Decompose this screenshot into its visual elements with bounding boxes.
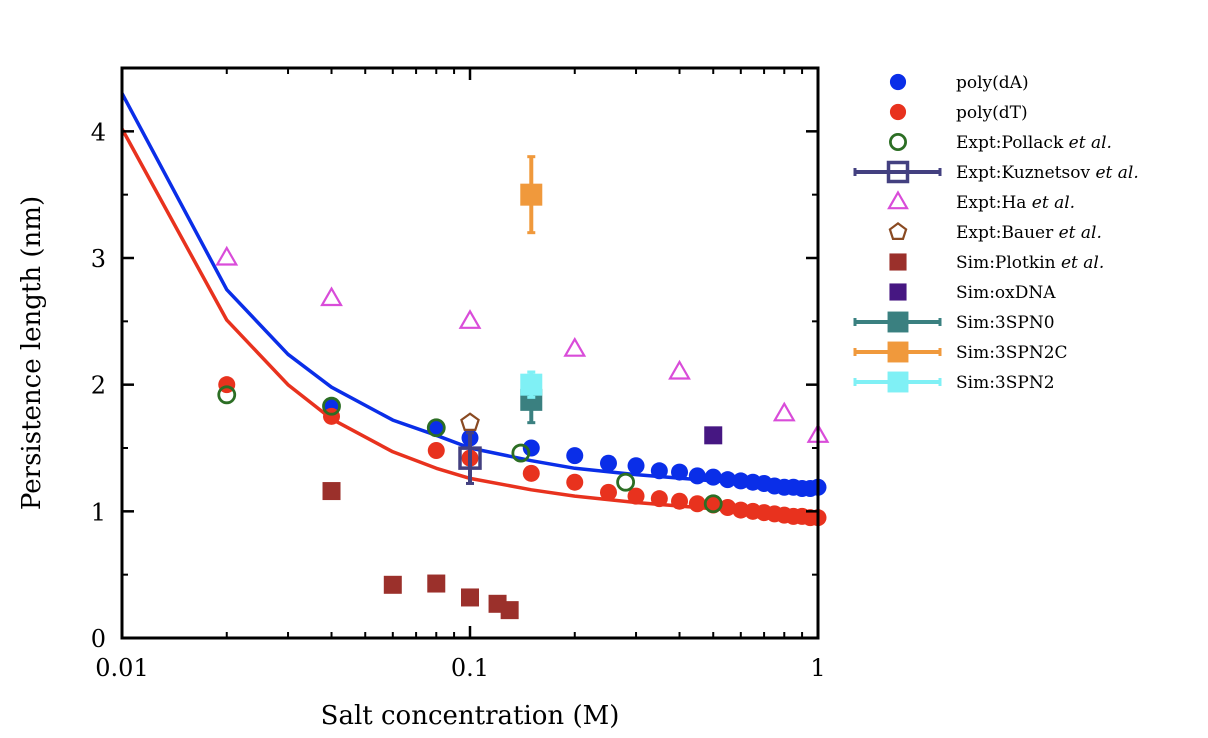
data-point-sim-plotkin	[383, 575, 402, 594]
data-point-expt-pollack	[703, 494, 723, 514]
data-point-expt-ha	[772, 401, 796, 422]
x-axis-label: Salt concentration (M)	[321, 701, 620, 731]
legend-item-sim-plotkin: Sim:Plotkin et al.	[889, 253, 1104, 273]
y-tick-label: 3	[91, 245, 106, 273]
series-sim-3spn2c	[520, 155, 543, 235]
data-point-poly-dt	[627, 487, 645, 505]
legend-marker-expt-ha	[887, 190, 909, 210]
data-point-poly-da	[704, 468, 722, 486]
legend-label-expt-bauer: Expt:Bauer et al.	[956, 223, 1102, 243]
data-point-poly-da	[627, 457, 645, 475]
data-point-poly-da	[599, 454, 617, 472]
data-point-poly-dt	[688, 495, 706, 513]
data-point-expt-ha	[215, 245, 239, 266]
series-poly-dt	[218, 376, 827, 527]
x-tick-label: 0.01	[95, 654, 148, 682]
data-point-sim-plotkin	[427, 574, 446, 593]
data-point-poly-dt	[671, 492, 689, 510]
data-point-expt-pollack	[426, 418, 446, 438]
y-tick-label: 2	[91, 372, 106, 400]
legend-marker-poly-da	[889, 73, 907, 91]
legend-label-expt-kuznetsov: Expt:Kuznetsov et al.	[956, 163, 1139, 183]
legend-label-expt-ha: Expt:Ha et al.	[956, 193, 1075, 213]
legend-item-sim-3spn2c: Sim:3SPN2C	[853, 341, 1068, 363]
legend-marker-sim-3spn2	[887, 371, 909, 393]
legend-marker-expt-kuznetsov	[886, 160, 910, 184]
legend-marker-sim-3spn2c	[887, 341, 909, 363]
series-sim-3spn2	[520, 370, 543, 399]
data-point-poly-da	[688, 467, 706, 485]
legend-item-poly-da: poly(dA)	[889, 73, 1029, 93]
data-point-expt-pollack	[616, 472, 636, 492]
data-point-poly-dt	[427, 442, 445, 460]
data-point-expt-ha	[563, 336, 587, 357]
data-point-sim-plotkin	[500, 601, 519, 620]
data-point-poly-da	[522, 439, 540, 457]
legend-item-sim-3spn2: Sim:3SPN2	[853, 371, 1055, 393]
data-point-expt-ha	[668, 359, 691, 380]
legend-label-expt-pollack: Expt:Pollack et al.	[956, 133, 1112, 153]
data-point-poly-dt	[719, 499, 737, 517]
series-poly-da	[323, 398, 827, 498]
legend-marker-expt-bauer	[888, 222, 908, 240]
data-point-sim-plotkin	[461, 588, 479, 607]
y-tick-label: 0	[91, 625, 106, 653]
legend-item-poly-dt: poly(dT)	[889, 103, 1028, 123]
data-point-poly-dt	[566, 473, 584, 491]
legend-label-poly-da: poly(dA)	[956, 73, 1029, 93]
data-point-expt-ha	[320, 286, 343, 307]
series-expt-bauer	[460, 412, 480, 431]
y-tick-label: 4	[91, 118, 106, 146]
legend-item-sim-3spn0: Sim:3SPN0	[853, 311, 1055, 333]
data-point-sim-3spn2c	[520, 183, 543, 206]
series-expt-ha	[215, 245, 830, 443]
legend-item-expt-ha: Expt:Ha et al.	[887, 190, 1075, 213]
legend-item-expt-pollack: Expt:Pollack et al.	[889, 132, 1112, 153]
data-point-poly-dt	[599, 483, 617, 501]
legend-label-sim-3spn2: Sim:3SPN2	[956, 373, 1055, 393]
data-point-sim-plotkin	[322, 482, 341, 501]
legend-label-poly-dt: poly(dT)	[956, 103, 1028, 123]
data-point-expt-kuznetsov	[458, 446, 482, 470]
x-tick-label: 0.1	[451, 654, 489, 682]
legend-marker-sim-plotkin	[889, 253, 907, 271]
legend-label-sim-oxdna: Sim:oxDNA	[956, 283, 1056, 303]
legend-marker-expt-pollack	[889, 132, 908, 151]
y-tick-label: 1	[91, 498, 106, 526]
series-expt-kuznetsov	[458, 431, 482, 485]
legend-marker-sim-3spn0	[887, 311, 909, 333]
legend-marker-poly-dt	[889, 103, 907, 121]
data-point-poly-da	[650, 462, 668, 480]
data-point-expt-bauer	[460, 412, 480, 431]
data-point-poly-da	[671, 463, 689, 481]
data-point-poly-da	[719, 471, 737, 489]
data-point-poly-da	[427, 419, 445, 437]
data-point-expt-pollack	[217, 385, 237, 405]
data-point-poly-dt	[522, 464, 540, 482]
legend-item-sim-oxdna: Sim:oxDNA	[889, 283, 1056, 303]
data-point-expt-ha	[458, 309, 482, 329]
data-point-sim-oxdna	[704, 426, 723, 445]
data-point-expt-pollack	[322, 396, 341, 416]
data-point-poly-da	[566, 447, 584, 465]
x-tick-label: 1	[810, 654, 825, 682]
legend-item-expt-bauer: Expt:Bauer et al.	[888, 222, 1102, 243]
series-sim-plotkin	[322, 482, 519, 620]
legend-label-sim-3spn2c: Sim:3SPN2C	[956, 343, 1068, 363]
plot-frame	[120, 66, 820, 640]
data-point-sim-3spn2	[520, 373, 543, 396]
data-point-expt-pollack	[511, 443, 531, 463]
series-expt-pollack	[217, 385, 723, 514]
legend-item-expt-kuznetsov: Expt:Kuznetsov et al.	[853, 160, 1139, 184]
legend-marker-sim-oxdna	[889, 283, 907, 301]
y-axis-label: Persistence length (nm)	[17, 196, 47, 510]
legend-label-sim-3spn0: Sim:3SPN0	[956, 313, 1055, 333]
series-sim-oxdna	[704, 426, 723, 445]
legend-label-sim-plotkin: Sim:Plotkin et al.	[956, 253, 1104, 273]
data-point-poly-dt	[650, 490, 668, 508]
